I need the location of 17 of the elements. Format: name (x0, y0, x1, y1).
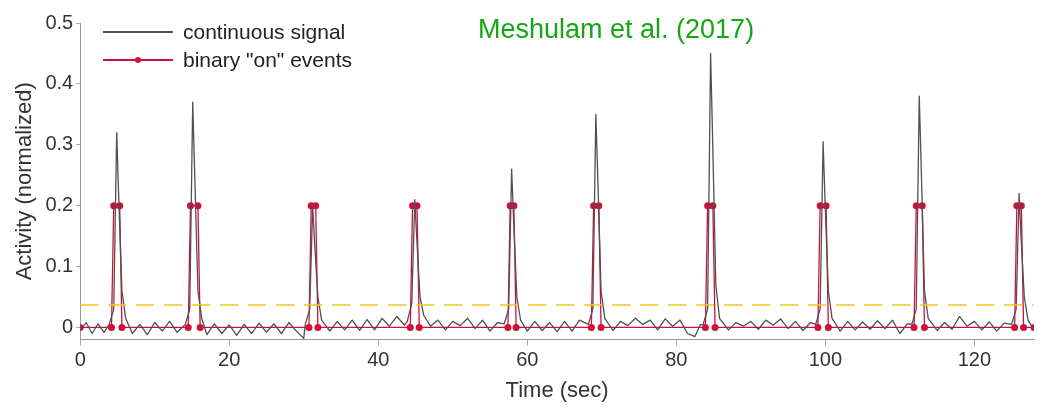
y-tick-label: 0.3 (45, 132, 74, 155)
x-tick-label: 60 (516, 348, 539, 371)
y-tick-label: 0.5 (45, 10, 74, 33)
y-tick-label: 0.2 (45, 193, 74, 216)
y-tick-label: 0 (62, 314, 74, 337)
x-tick-label: 120 (957, 348, 992, 371)
legend-label: binary "on" events (183, 48, 353, 72)
annotation: Meshulam et al. (2017) (478, 14, 755, 45)
legend-label: continuous signal (183, 20, 346, 44)
y-tick-label: 0.1 (45, 254, 74, 277)
x-tick-label: 80 (665, 348, 688, 371)
x-tick-label: 100 (808, 348, 843, 371)
y-axis-title: Activity (normalized) (11, 82, 37, 281)
x-axis-title: Time (sec) (505, 376, 609, 402)
x-tick-label: 20 (218, 348, 241, 371)
y-tick-label: 0.4 (45, 71, 74, 94)
x-tick-label: 40 (367, 348, 390, 371)
